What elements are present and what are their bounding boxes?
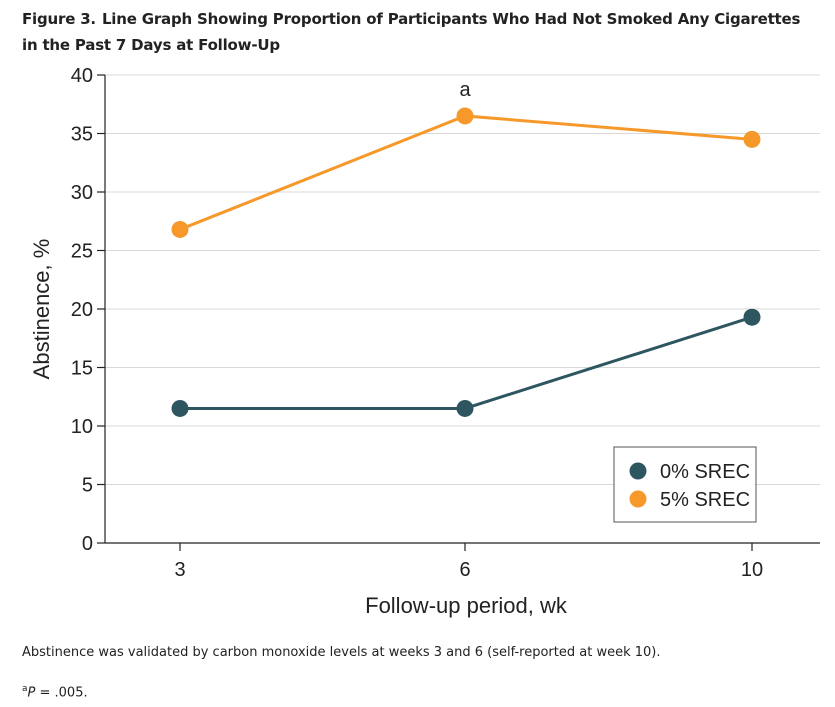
legend: 0% SREC 5% SREC bbox=[613, 446, 757, 523]
line-chart: 0 5 10 15 20 25 30 35 40 3 6 10 Follow-up period, wk… bbox=[29, 65, 820, 618]
y-axis-title: Abstinence, % bbox=[29, 239, 54, 380]
y-tick-label: 40 bbox=[71, 65, 93, 87]
figure-title: Figure 3. Line Graph Showing Proportion o… bbox=[22, 6, 812, 58]
data-point-0-srec bbox=[743, 308, 761, 326]
axes: 0 5 10 15 20 25 30 35 40 3 6 10 Follow-up period, wk… bbox=[29, 65, 820, 618]
legend-marker bbox=[629, 462, 647, 480]
x-tick-label: 10 bbox=[741, 559, 763, 581]
y-tick-label: 25 bbox=[71, 241, 93, 263]
grid-lines bbox=[105, 74, 820, 485]
figure-title-text: Line Graph Showing Proportion of Partici… bbox=[22, 10, 801, 54]
legend-label: 5% SREC bbox=[660, 489, 750, 511]
series-line-0-srec bbox=[180, 315, 753, 410]
legend-box bbox=[613, 446, 757, 523]
footnote-p-label: P bbox=[27, 685, 36, 701]
y-tick-label: 10 bbox=[71, 416, 93, 438]
footnote-validation: Abstinence was validated by carbon monox… bbox=[22, 645, 661, 660]
data-point-5-srec bbox=[743, 130, 761, 148]
y-tick-label: 15 bbox=[71, 358, 93, 380]
footnote-p-rest: = .005. bbox=[35, 685, 88, 701]
data-point-5-srec bbox=[456, 107, 474, 125]
data-point-0-srec bbox=[456, 399, 474, 417]
series-line-5-srec bbox=[179, 114, 753, 231]
data-point-5-srec bbox=[171, 220, 189, 238]
y-tick-label: 0 bbox=[82, 533, 93, 555]
footnote-p-value: aP = .005. bbox=[22, 684, 88, 700]
series-lines bbox=[171, 107, 761, 417]
y-tick-label: 30 bbox=[71, 182, 93, 204]
x-axis-title: Follow-up period, wk bbox=[365, 593, 568, 618]
figure-label: Figure 3. bbox=[22, 10, 96, 28]
data-point-0-srec bbox=[171, 399, 189, 417]
annotation-label: a bbox=[459, 79, 471, 101]
y-tick-label: 35 bbox=[71, 124, 93, 146]
legend-label: 0% SREC bbox=[660, 461, 750, 483]
y-tick-label: 5 bbox=[82, 475, 93, 497]
y-tick-label: 20 bbox=[71, 299, 93, 321]
x-tick-label: 6 bbox=[459, 559, 470, 581]
x-tick-label: 3 bbox=[174, 559, 185, 581]
annotations: a bbox=[459, 79, 471, 101]
footnote-marker: a bbox=[22, 684, 28, 694]
legend-marker bbox=[629, 490, 647, 508]
